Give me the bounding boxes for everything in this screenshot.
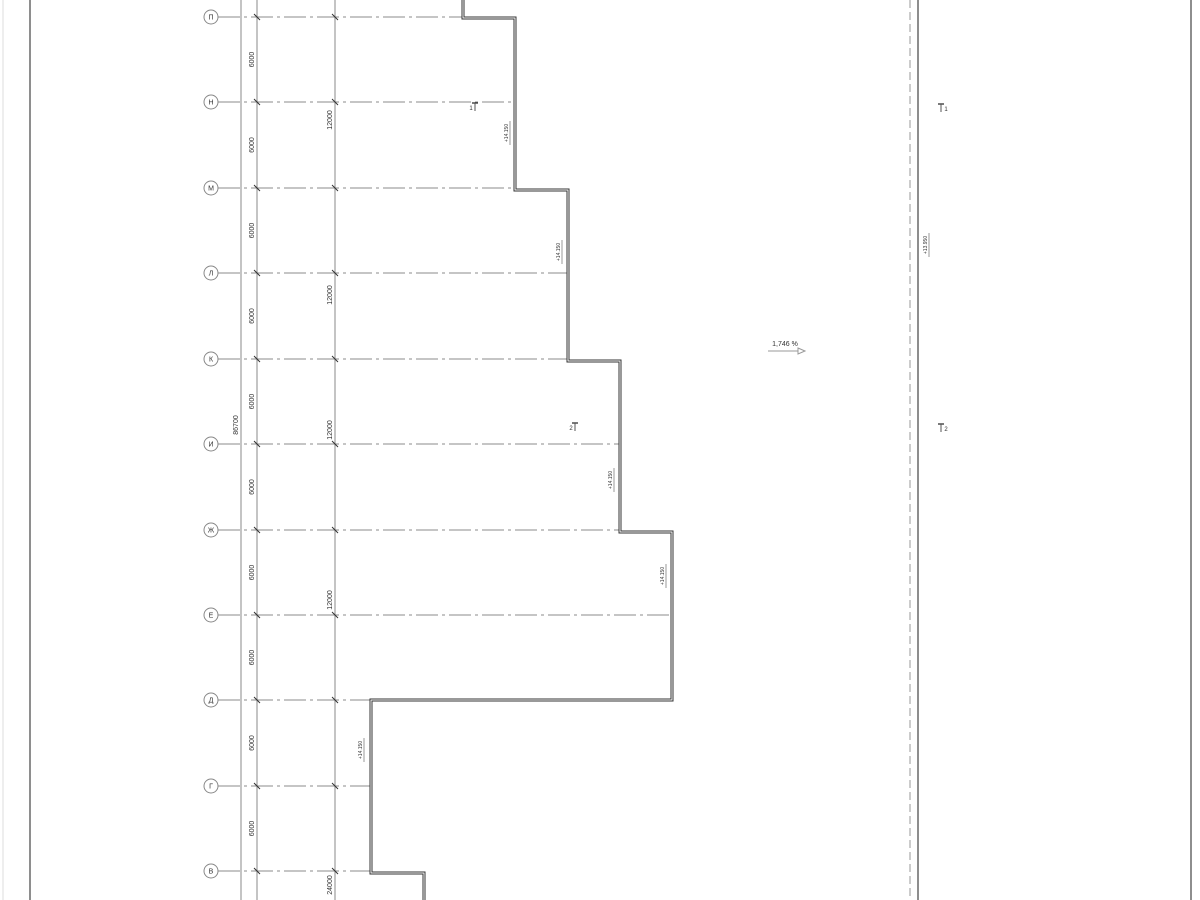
dimension-tick	[253, 867, 261, 875]
grid-label: К	[209, 357, 214, 364]
dimension-paired-label: 12000	[327, 285, 334, 305]
dimension-tick	[331, 269, 339, 277]
level-label: +14.150	[358, 741, 364, 759]
section-label: 2	[569, 426, 573, 432]
level-label: +14.150	[660, 567, 666, 585]
grid-bubble	[203, 351, 219, 367]
level-label: +14.150	[608, 471, 614, 489]
grid-label: И	[208, 442, 213, 449]
grid-bubble	[203, 436, 219, 452]
level-marks: +14.150 +14.150 +14.150 +14.150 +14.150 +13.9…	[358, 121, 930, 762]
grid-label: Л	[209, 271, 214, 278]
dimension-tick	[331, 440, 339, 448]
slope-label: 1,746 %	[772, 341, 798, 348]
dimension-paired-label: 12000	[327, 590, 334, 610]
dimension-tick	[253, 13, 261, 21]
building-outline	[369, 0, 674, 900]
grid-label: М	[208, 186, 214, 193]
grid-bubble	[203, 94, 219, 110]
dimension-tick	[253, 440, 261, 448]
dimension-tick	[253, 696, 261, 704]
dimension-tick	[331, 867, 339, 875]
dimension-tick	[253, 611, 261, 619]
slope-arrow-icon	[797, 347, 807, 355]
dimension-tick	[331, 98, 339, 106]
dimension-paired-label: 24000	[327, 875, 334, 895]
dimension-tick	[331, 526, 339, 534]
slope-indicator: 1,746 %	[768, 341, 807, 355]
grid-label: Н	[208, 100, 213, 107]
section-label: 1	[469, 106, 473, 112]
grid-axes: П Н М Л К И Ж Е Д Г В	[203, 9, 672, 879]
grid-bubble	[203, 180, 219, 196]
dimension-spacing-label: 6000	[249, 223, 256, 239]
dimension-spacing-label: 6000	[249, 308, 256, 324]
dimension-tick	[253, 269, 261, 277]
dimension-spacing-label: 6000	[249, 650, 256, 666]
dimension-paired-label: 12000	[327, 110, 334, 130]
grid-label: Ж	[208, 528, 215, 535]
grid-label: Г	[209, 784, 213, 791]
dimension-spacing-label: 6000	[249, 479, 256, 495]
dimension-tick	[253, 526, 261, 534]
grid-label: В	[209, 869, 214, 876]
dimension-tick	[253, 355, 261, 363]
section-label: 1	[944, 107, 948, 113]
dimension-tick	[253, 184, 261, 192]
dimension-spacing-label: 6000	[249, 137, 256, 153]
section-label: 2	[944, 427, 948, 433]
dimension-tick	[253, 98, 261, 106]
level-label: +14.150	[556, 243, 562, 261]
grid-label: П	[208, 15, 213, 22]
grid-bubble	[203, 778, 219, 794]
grid-bubble	[203, 265, 219, 281]
dimension-tick	[331, 184, 339, 192]
grid-bubble	[203, 522, 219, 538]
dimension-spacing-label: 6000	[249, 52, 256, 68]
grid-label: Е	[209, 613, 214, 620]
level-label: +14.150	[504, 124, 510, 142]
level-label: +13.950	[923, 236, 929, 254]
section-marks: 1 2 1 2	[469, 102, 948, 433]
grid-label: Д	[209, 698, 214, 705]
dimension-tick	[331, 355, 339, 363]
dimension-tick	[331, 611, 339, 619]
dimension-tick	[253, 782, 261, 790]
dimension-spacing-label: 6000	[249, 821, 256, 837]
grid-bubble	[203, 692, 219, 708]
dimension-spacing-label: 6000	[249, 394, 256, 410]
dimension-labels: 6000 6000 6000 6000 6000 6000 6000 6000 6000 6000…	[233, 52, 334, 895]
dimension-overall-label: 86700	[233, 415, 240, 435]
grid-bubble	[203, 9, 219, 25]
dimension-spacing-label: 6000	[249, 565, 256, 581]
dimension-tick	[331, 696, 339, 704]
dimension-paired-label: 12000	[327, 420, 334, 440]
grid-bubble	[203, 607, 219, 623]
grid-bubble	[203, 863, 219, 879]
dimension-spacing-label: 6000	[249, 735, 256, 751]
building-outline-inner	[370, 0, 673, 900]
dimension-tick	[331, 13, 339, 21]
dimension-tick	[331, 782, 339, 790]
